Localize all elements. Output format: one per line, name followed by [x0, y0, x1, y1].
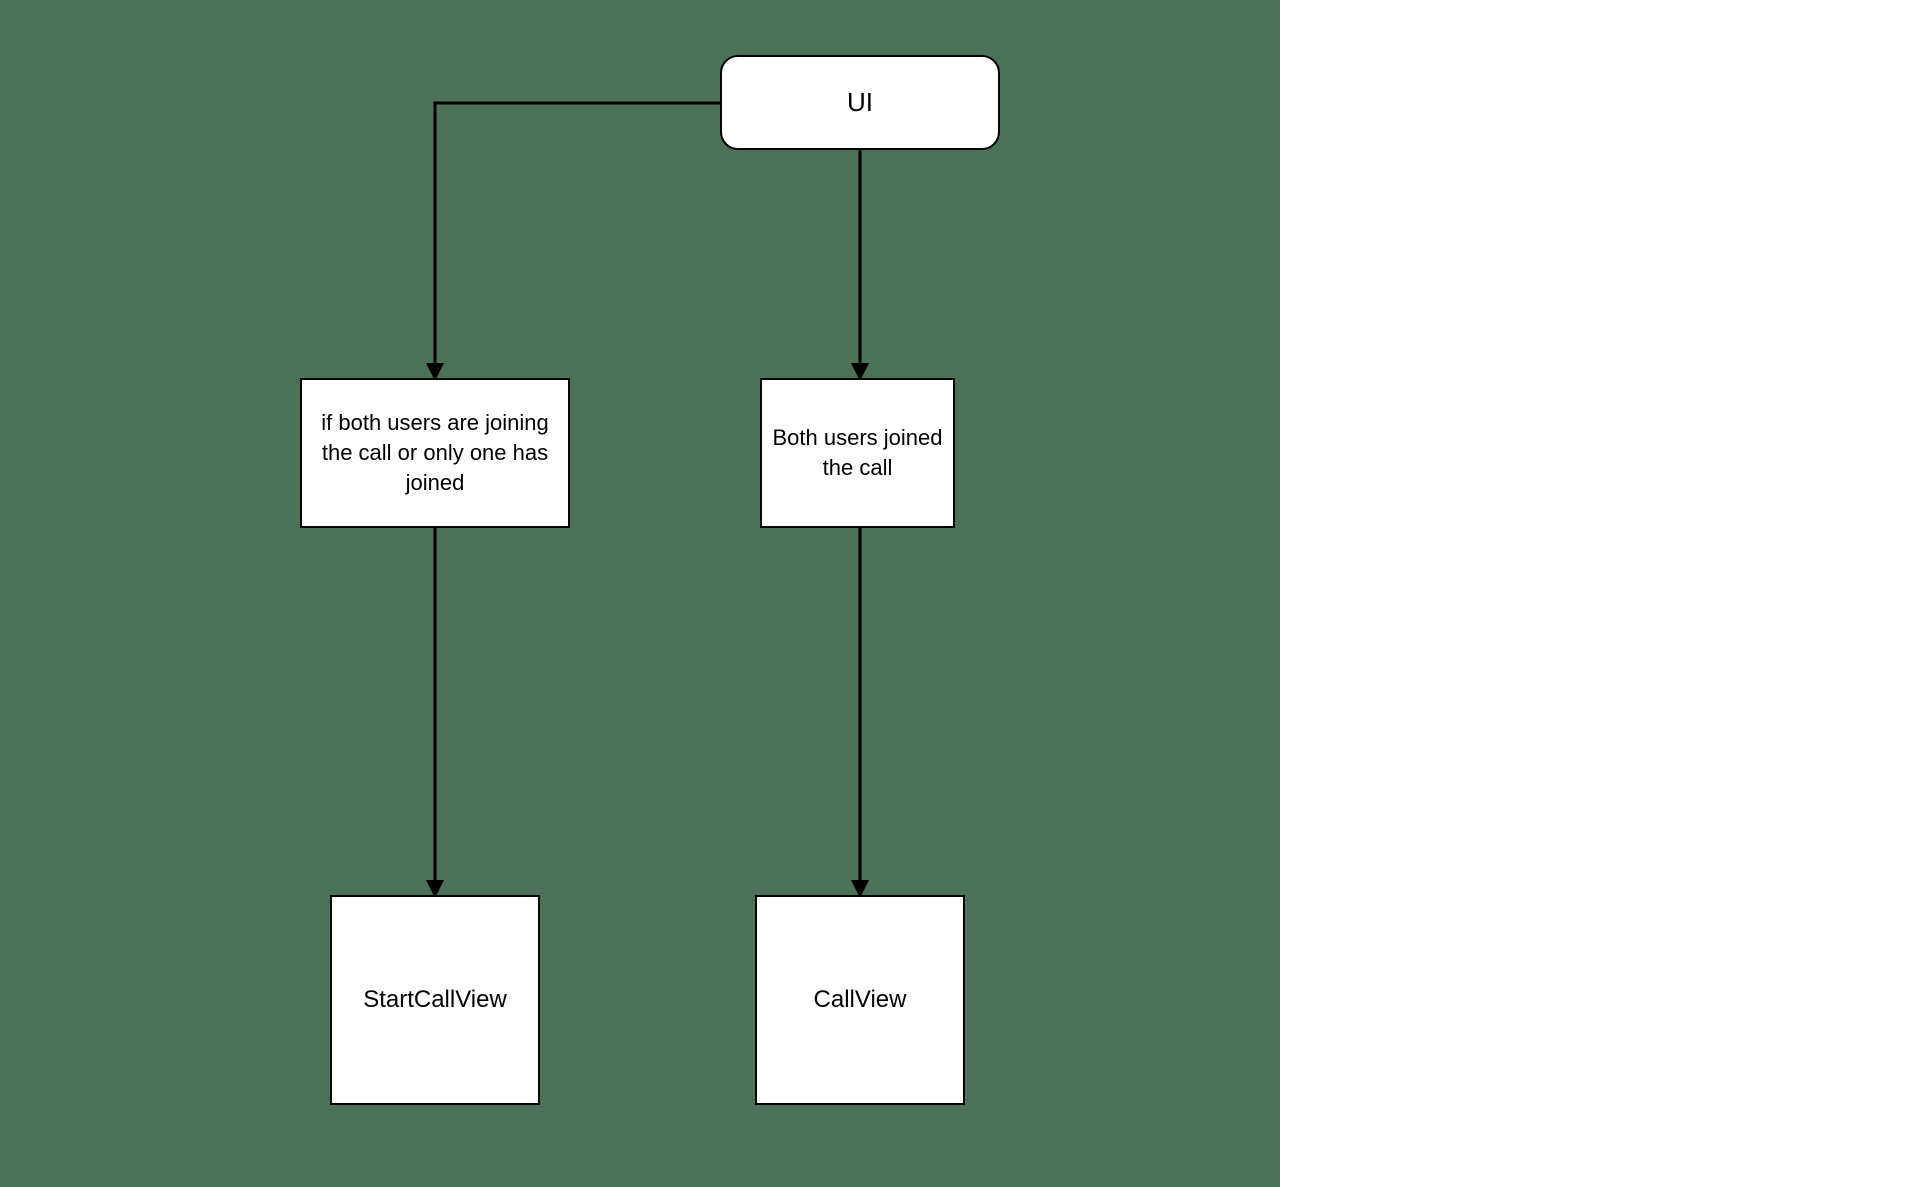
node-cond_left: if both users are joining the call or on…	[300, 378, 570, 528]
node-cond_right: Both users joined the call	[760, 378, 955, 528]
node-startcallview: StartCallView	[330, 895, 540, 1105]
flowchart-canvas: UI if both users are joining the call or …	[0, 0, 1920, 1187]
node-label: UI	[847, 85, 873, 120]
node-label: Both users joined the call	[770, 423, 945, 482]
node-label: if both users are joining the call or on…	[310, 408, 560, 497]
node-ui: UI	[720, 55, 1000, 150]
node-label: StartCallView	[363, 984, 507, 1016]
node-label: CallView	[814, 984, 907, 1016]
background-white	[1280, 0, 1920, 1187]
background-green	[0, 0, 1280, 1187]
node-callview: CallView	[755, 895, 965, 1105]
